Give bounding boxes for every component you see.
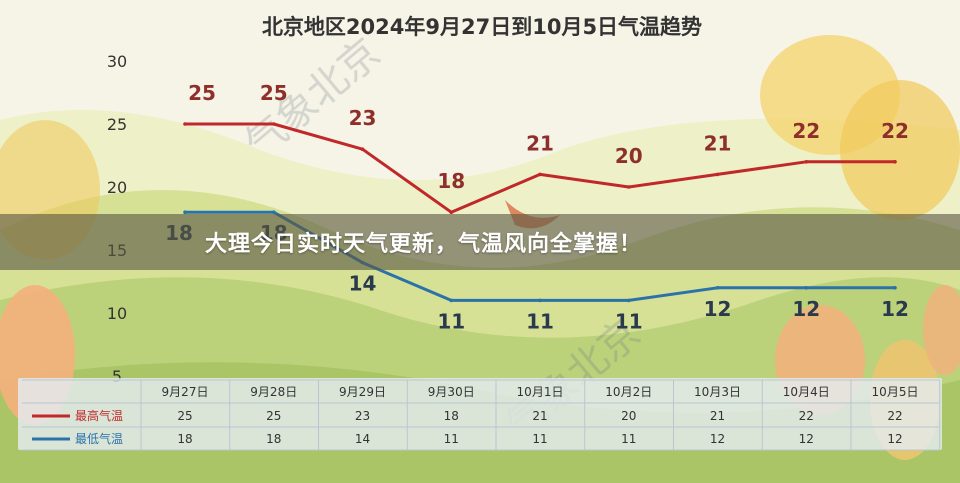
data-label: 12 <box>704 297 732 321</box>
table-cell: 21 <box>710 409 725 423</box>
legend-label: 最低气温 <box>75 431 123 446</box>
data-point <box>449 210 454 214</box>
data-point <box>271 122 276 126</box>
data-label: 12 <box>792 297 820 321</box>
tree-decoration <box>840 80 960 220</box>
data-label: 12 <box>881 297 909 321</box>
table-cell: 25 <box>266 409 281 423</box>
data-point <box>715 286 720 290</box>
data-label: 11 <box>437 309 465 333</box>
data-label: 22 <box>792 119 820 143</box>
table-cell: 11 <box>532 432 547 446</box>
table-cell: 22 <box>799 409 814 423</box>
table-cell: 20 <box>621 409 636 423</box>
y-tick-label: 20 <box>107 178 127 197</box>
data-point <box>538 298 542 303</box>
table-cell: 12 <box>710 432 725 446</box>
data-point <box>715 172 720 177</box>
tree-decoration <box>923 285 960 375</box>
x-tick-label: 10月1日 <box>517 385 564 399</box>
x-tick-label: 10月2日 <box>605 385 652 399</box>
data-point <box>626 298 631 303</box>
data-label: 23 <box>349 106 377 130</box>
table-cell: 25 <box>177 409 192 423</box>
data-point <box>804 160 809 164</box>
chart-title: 北京地区2024年9月27日到10月5日气温趋势 <box>262 15 702 39</box>
data-label: 11 <box>526 309 554 333</box>
x-tick-label: 10月5日 <box>872 385 919 399</box>
data-label: 25 <box>188 81 216 105</box>
table-cell: 18 <box>177 432 192 446</box>
headline-text: 大理今日实时天气更新，气温风向全掌握！ <box>205 232 643 257</box>
table-cell: 11 <box>621 432 636 446</box>
table-background <box>18 378 942 450</box>
data-point <box>893 286 897 290</box>
table-cell: 21 <box>532 409 547 423</box>
legend-label: 最高气温 <box>75 408 123 423</box>
table-cell: 23 <box>355 409 370 423</box>
series-layer: 252523182120212222181814111111121212 <box>165 81 909 333</box>
x-tick-label: 10月3日 <box>694 385 741 399</box>
table-cell: 11 <box>444 432 459 446</box>
data-point <box>538 172 542 177</box>
x-tick-label: 9月29日 <box>339 385 386 399</box>
table-cell: 18 <box>266 432 281 446</box>
data-point <box>183 210 187 214</box>
data-table: 9月27日 9月28日 9月29日 9月30日 10月1日 10月2日 10月3日 10月4日… <box>18 378 942 451</box>
data-label: 11 <box>615 309 643 333</box>
table-cell: 12 <box>799 432 814 446</box>
data-label: 18 <box>437 169 465 193</box>
data-point <box>271 210 276 214</box>
y-tick-label: 10 <box>107 304 127 323</box>
data-point <box>449 298 454 303</box>
data-label: 14 <box>349 272 377 296</box>
data-point <box>183 122 187 126</box>
data-point <box>626 185 631 189</box>
data-point <box>804 286 809 290</box>
table-cell: 18 <box>444 409 459 423</box>
data-point <box>360 147 365 151</box>
data-label: 21 <box>704 131 732 155</box>
table-cell: 12 <box>887 432 902 446</box>
x-tick-label: 10月4日 <box>783 385 830 399</box>
x-tick-label: 9月27日 <box>162 385 209 399</box>
table-cell: 22 <box>887 409 902 423</box>
x-tick-label: 9月28日 <box>250 385 297 399</box>
data-label: 20 <box>615 144 643 168</box>
headline-banner <box>0 214 960 270</box>
data-label: 21 <box>526 131 554 155</box>
data-label: 25 <box>260 81 288 105</box>
y-tick-label: 5 <box>112 367 122 386</box>
data-label: 22 <box>881 119 909 143</box>
table-cell: 14 <box>355 432 370 446</box>
x-tick-label: 9月30日 <box>428 385 475 399</box>
data-point <box>893 160 897 164</box>
y-tick-label: 25 <box>107 115 127 134</box>
y-tick-label: 30 <box>107 52 127 71</box>
